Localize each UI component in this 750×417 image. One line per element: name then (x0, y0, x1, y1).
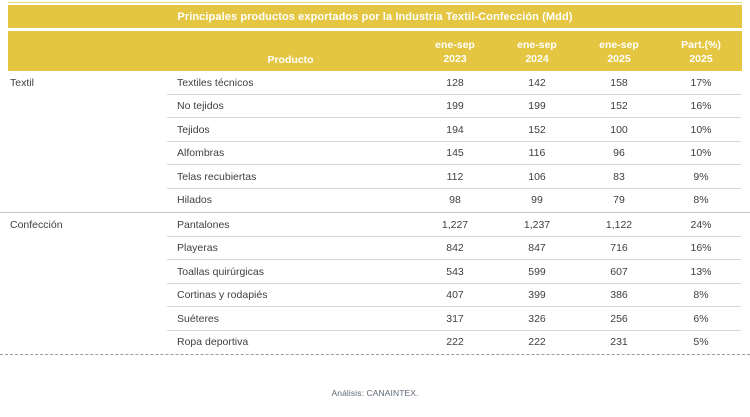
value-2024-cell: 199 (528, 100, 546, 113)
table-row: Hilados 98 99 79 8% (0, 189, 750, 213)
value-2024-cell: 152 (528, 123, 546, 136)
value-2024-cell: 1,237 (523, 218, 551, 231)
value-2025-cell: 256 (610, 312, 628, 325)
product-cell: Alfombras (177, 147, 225, 160)
value-2025-cell: 96 (613, 147, 625, 160)
product-cell: Suéteres (177, 312, 220, 325)
table-row: Playeras 842 847 716 16% (0, 237, 750, 261)
value-2024-cell: 142 (528, 76, 546, 89)
value-2023-cell: 98 (449, 194, 461, 207)
header-col-2025-period: ene-sep (599, 39, 639, 51)
product-cell: Pantalones (177, 218, 230, 231)
product-cell: Hilados (177, 194, 213, 207)
part-pct-cell: 10% (690, 123, 712, 136)
header-col-2025: ene-sep 2025 (578, 31, 660, 71)
value-2025-cell: 158 (610, 76, 628, 89)
header-product-label: Producto (267, 54, 314, 66)
table-row: No tejidos 199 199 152 16% (0, 95, 750, 119)
table-row: Telas recubiertas 112 106 83 9% (0, 165, 750, 189)
header-col-part-label: Part.(%) (681, 39, 721, 51)
product-cell: Cortinas y rodapiés (177, 289, 268, 302)
part-pct-cell: 8% (693, 194, 709, 207)
product-cell: Textiles técnicos (177, 76, 254, 89)
table-row: Textil Textiles técnicos 128 142 158 17% (0, 71, 750, 95)
table-group: Confección Pantalones 1,227 1,237 1,122 … (0, 212, 750, 354)
part-pct-cell: 16% (690, 242, 712, 255)
table-row: Alfombras 145 116 96 10% (0, 142, 750, 166)
export-products-table: Principales productos exportados por la … (0, 2, 750, 355)
value-2024-cell: 222 (528, 336, 546, 349)
category-cell: Confección (10, 218, 63, 231)
value-2023-cell: 543 (446, 265, 464, 278)
value-2024-cell: 99 (531, 194, 543, 207)
table-title: Principales productos exportados por la … (8, 5, 742, 28)
header-col-2023: ene-sep 2023 (414, 31, 496, 71)
value-2025-cell: 386 (610, 289, 628, 302)
part-pct-cell: 9% (693, 170, 709, 183)
table-group: Textil Textiles técnicos 128 142 158 17%… (0, 71, 750, 212)
table-row: Ropa deportiva 222 222 231 5% (0, 331, 750, 355)
value-2023-cell: 194 (446, 123, 464, 136)
value-2023-cell: 112 (446, 170, 464, 183)
part-pct-cell: 6% (693, 312, 709, 325)
header-col-2024-year: 2024 (525, 53, 549, 65)
header-col-2024: ene-sep 2024 (496, 31, 578, 71)
table-row: Suéteres 317 326 256 6% (0, 307, 750, 331)
value-2024-cell: 847 (528, 242, 546, 255)
value-2025-cell: 1,122 (605, 218, 633, 231)
value-2023-cell: 145 (446, 147, 464, 160)
value-2023-cell: 317 (446, 312, 464, 325)
part-pct-cell: 5% (693, 336, 709, 349)
product-cell: Playeras (177, 242, 218, 255)
part-pct-cell: 17% (690, 76, 712, 89)
part-pct-cell: 16% (690, 100, 712, 113)
table-body: Textil Textiles técnicos 128 142 158 17%… (0, 71, 750, 355)
category-cell: Textil (10, 76, 34, 89)
header-col-2024-period: ene-sep (517, 39, 557, 51)
table-row: Toallas quirúrgicas 543 599 607 13% (0, 260, 750, 284)
value-2024-cell: 116 (528, 147, 546, 160)
part-pct-cell: 8% (693, 289, 709, 302)
value-2023-cell: 222 (446, 336, 464, 349)
value-2023-cell: 1,227 (441, 218, 469, 231)
value-2023-cell: 842 (446, 242, 464, 255)
value-2023-cell: 199 (446, 100, 464, 113)
table-row: Tejidos 194 152 100 10% (0, 118, 750, 142)
header-category-spacer (8, 31, 167, 71)
source-note: Análisis: CANAINTEX. (331, 388, 419, 398)
value-2025-cell: 79 (613, 194, 625, 207)
part-pct-cell: 24% (690, 218, 712, 231)
value-2025-cell: 716 (610, 242, 628, 255)
table-header-row: Producto ene-sep 2023 ene-sep 2024 ene-s… (8, 31, 742, 71)
value-2025-cell: 607 (610, 265, 628, 278)
header-col-2023-year: 2023 (443, 53, 467, 65)
part-pct-cell: 10% (690, 147, 712, 160)
value-2024-cell: 399 (528, 289, 546, 302)
header-col-2023-period: ene-sep (435, 39, 475, 51)
value-2025-cell: 231 (610, 336, 628, 349)
table-row: Confección Pantalones 1,227 1,237 1,122 … (0, 213, 750, 237)
value-2025-cell: 83 (613, 170, 625, 183)
product-cell: Toallas quirúrgicas (177, 265, 264, 278)
value-2025-cell: 100 (610, 123, 628, 136)
product-cell: No tejidos (177, 100, 224, 113)
header-col-part-year: 2025 (689, 53, 713, 65)
value-2025-cell: 152 (610, 100, 628, 113)
part-pct-cell: 13% (690, 265, 712, 278)
value-2023-cell: 128 (446, 76, 464, 89)
product-cell: Telas recubiertas (177, 170, 257, 183)
header-col-2025-year: 2025 (607, 53, 631, 65)
value-2024-cell: 326 (528, 312, 546, 325)
header-col-part: Part.(%) 2025 (660, 31, 742, 71)
product-cell: Tejidos (177, 123, 210, 136)
table-top-border (8, 2, 742, 3)
value-2024-cell: 599 (528, 265, 546, 278)
value-2024-cell: 106 (528, 170, 546, 183)
product-cell: Ropa deportiva (177, 336, 249, 349)
table-row: Cortinas y rodapiés 407 399 386 8% (0, 284, 750, 308)
value-2023-cell: 407 (446, 289, 464, 302)
